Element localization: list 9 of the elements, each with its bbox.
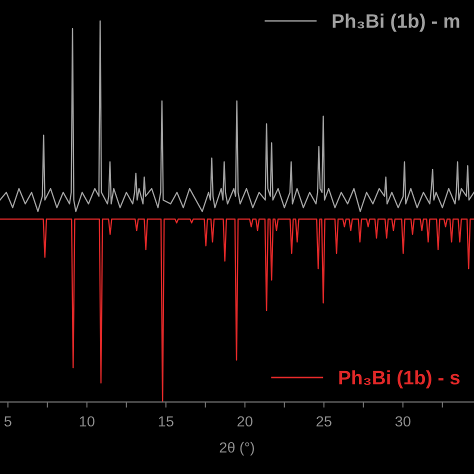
- x-tick-label: 5: [4, 416, 12, 427]
- x-axis-title: 2θ (°): [220, 442, 254, 456]
- legend-label: Ph₃Bi (1b) - m: [332, 14, 460, 32]
- x-tick-label: 30: [395, 416, 410, 427]
- legend-label: Ph₃Bi (1b) - s: [339, 370, 460, 388]
- x-tick-label: 20: [238, 416, 252, 427]
- x-tick-label: 10: [80, 416, 94, 427]
- x-tick-label: 25: [316, 416, 332, 427]
- x-tick-label: 15: [158, 416, 174, 427]
